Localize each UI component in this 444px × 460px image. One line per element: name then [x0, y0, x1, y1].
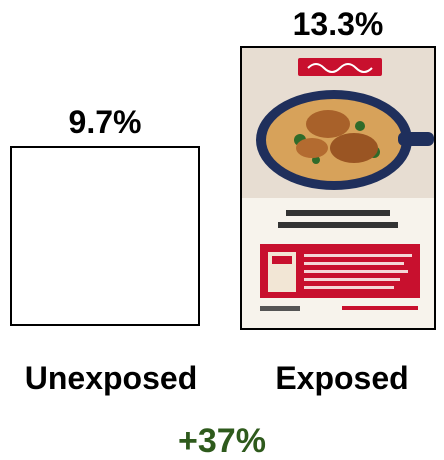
unexposed-box: [10, 146, 200, 326]
ad-chicken: [306, 110, 350, 138]
exposed-ad-image: [240, 46, 436, 330]
category-label-exposed: Exposed: [275, 360, 409, 396]
value-label-unexposed: 9.7%: [68, 104, 142, 140]
campbells-ad-illustration: [242, 48, 434, 328]
category-label-unexposed: Unexposed: [24, 360, 198, 396]
lift-label: +37%: [178, 422, 266, 460]
value-label-exposed: 13.3%: [292, 6, 384, 42]
